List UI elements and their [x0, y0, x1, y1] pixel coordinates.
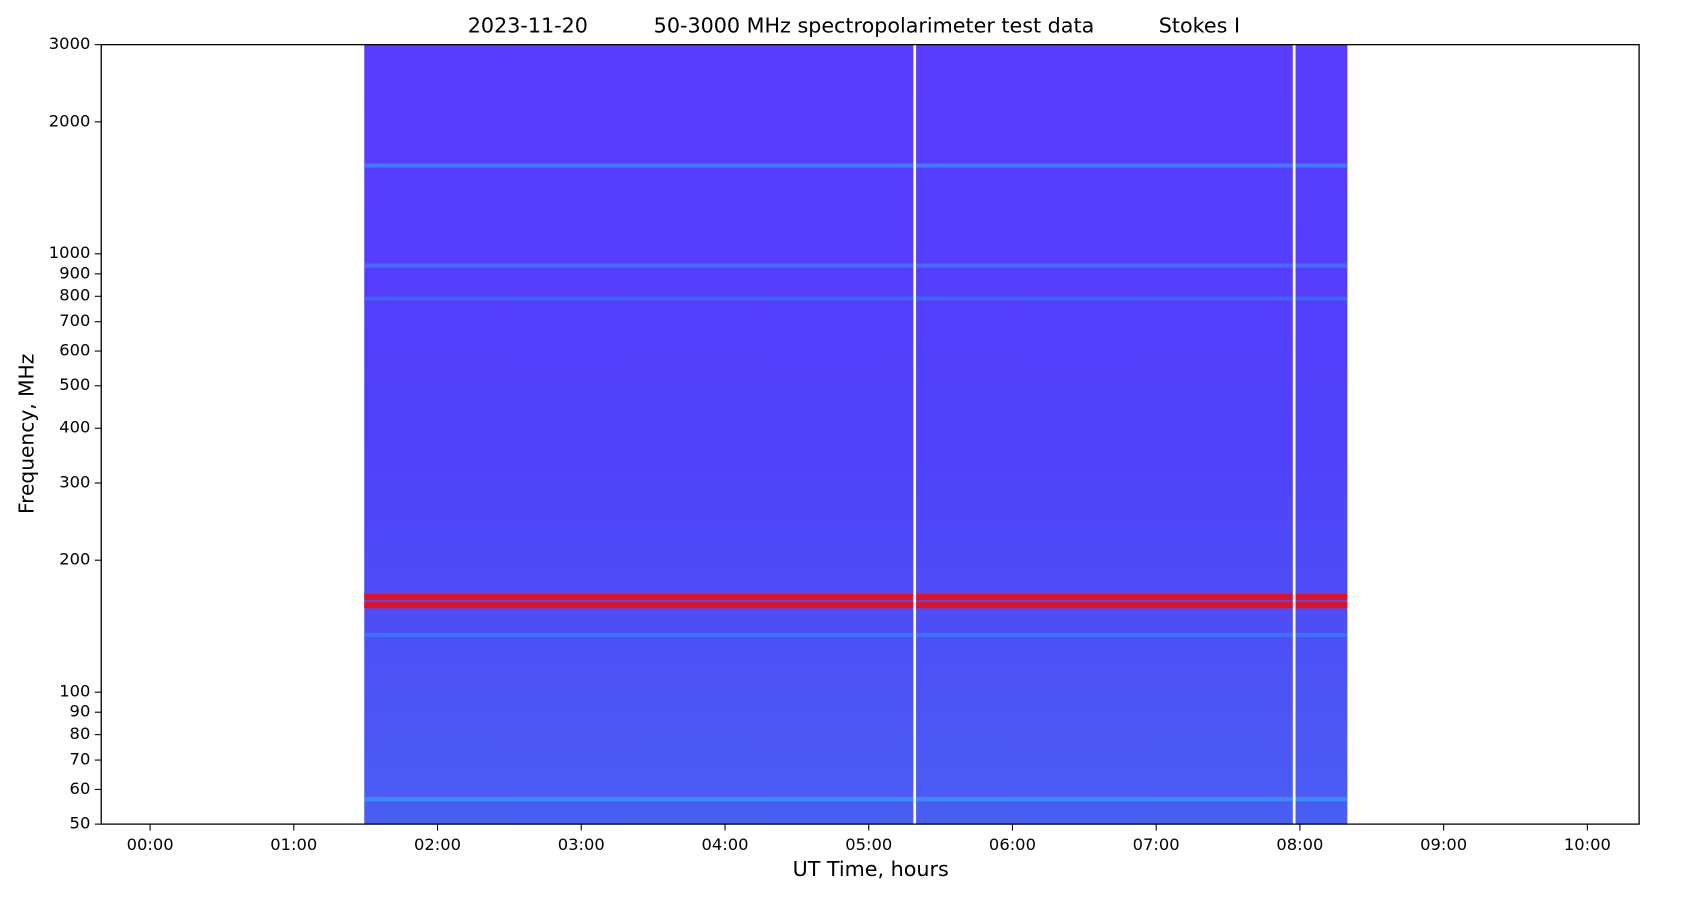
- x-tick-label: 00:00: [127, 835, 174, 854]
- y-tick-label: 100: [59, 682, 90, 701]
- emission-band: [364, 296, 1348, 301]
- y-tick-label: 90: [70, 702, 91, 721]
- x-tick-label: 05:00: [845, 835, 892, 854]
- emission-band: [364, 797, 1348, 802]
- x-tick-label: 02:00: [414, 835, 461, 854]
- y-tick-label: 600: [59, 341, 90, 360]
- spectrogram-area: [364, 44, 1348, 825]
- y-tick-label: 200: [59, 550, 90, 569]
- x-tick-label: 10:00: [1564, 835, 1611, 854]
- y-tick-label: 2000: [49, 111, 91, 130]
- x-tick-label: 03:00: [558, 835, 605, 854]
- y-tick-label: 500: [59, 375, 90, 394]
- x-tick-label: 07:00: [1133, 835, 1180, 854]
- y-tick-label: 300: [59, 473, 90, 492]
- title-stokes: Stokes I: [1159, 14, 1240, 38]
- emission-band: [364, 163, 1348, 168]
- y-tick-label: 1000: [49, 243, 91, 262]
- title-date: 2023-11-20: [468, 14, 588, 38]
- emission-band: [364, 632, 1348, 638]
- y-tick-label: 700: [59, 311, 90, 330]
- x-tick-label: 09:00: [1420, 835, 1467, 854]
- y-tick-label: 60: [70, 779, 91, 798]
- x-tick-label: 01:00: [270, 835, 317, 854]
- emission-band: [364, 601, 1348, 609]
- y-tick-label: 70: [70, 750, 91, 769]
- plot-frame: [100, 44, 1640, 825]
- x-tick-label: 04:00: [701, 835, 748, 854]
- y-tick-label: 50: [70, 814, 91, 833]
- y-axis-label: Frequency, MHz: [14, 354, 38, 514]
- y-tick-label: 400: [59, 418, 90, 437]
- emission-band: [364, 593, 1348, 601]
- y-tick-label: 80: [70, 724, 91, 743]
- emission-band: [364, 263, 1348, 268]
- y-tick-label: 900: [59, 263, 90, 282]
- x-axis-label: UT Time, hours: [793, 857, 949, 881]
- x-tick-label: 08:00: [1276, 835, 1323, 854]
- y-tick-label: 800: [59, 286, 90, 305]
- title-main: 50-3000 MHz spectropolarimeter test data: [654, 14, 1095, 38]
- x-tick-label: 06:00: [989, 835, 1036, 854]
- y-tick-label: 3000: [49, 34, 91, 53]
